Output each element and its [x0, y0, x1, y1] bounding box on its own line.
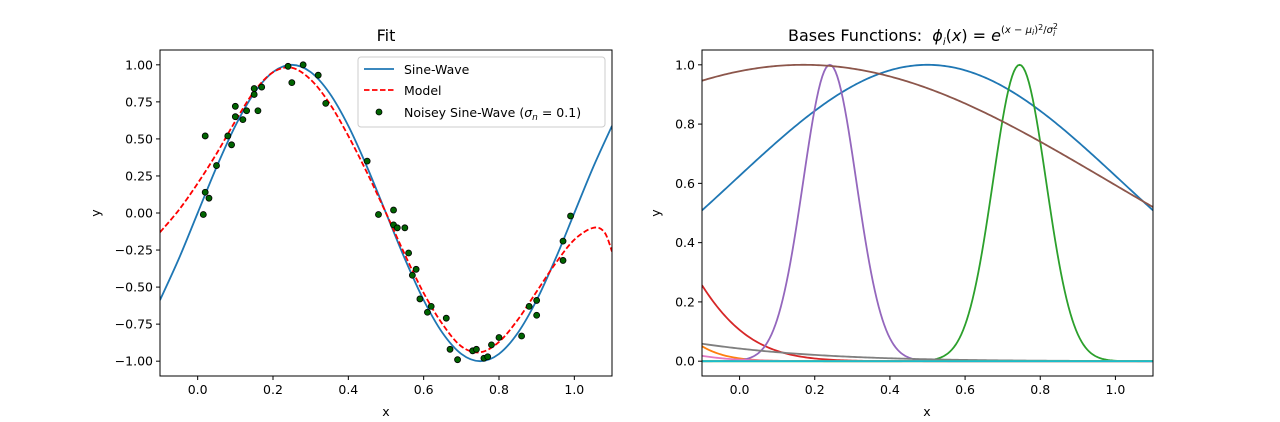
scatter-point	[408, 271, 416, 279]
legend-box	[357, 56, 606, 128]
scatter-point	[559, 237, 567, 245]
scatter-point	[533, 297, 541, 304]
y-axis-label: y	[88, 209, 103, 217]
plot-area	[702, 63, 1153, 363]
scatter-point	[424, 308, 431, 316]
scatter-point	[484, 353, 492, 361]
y-tick-label: 0.25	[125, 168, 153, 183]
y-tick-label: −1.00	[115, 354, 153, 369]
x-tick-label: 0.6	[414, 382, 434, 397]
x-tick-label: 0.2	[263, 382, 283, 397]
x-axis: 0.0 0.2 0.4 0.6 0.8 1.0	[188, 376, 584, 397]
plot-area	[160, 61, 612, 364]
x-tick-label: 0.6	[955, 382, 975, 397]
x-tick-label: 0.4	[880, 382, 900, 397]
basis-function-line-0	[702, 63, 1153, 212]
legend-label-sine: Sine-Wave	[404, 62, 470, 77]
y-tick-label: −0.50	[115, 280, 153, 295]
scatter-point	[254, 107, 262, 115]
scatter-point	[250, 91, 258, 98]
x-axis: 0.0 0.2 0.4 0.6 0.8 1.0	[730, 376, 1125, 397]
basis-function-line-5	[702, 63, 1153, 208]
y-tick-label: 0.8	[675, 117, 695, 132]
bases-functions-chart: Bases Functions: ϕi(x) = e(x − μi)2/σ2 i …	[648, 22, 1154, 419]
basis-function-line-4	[702, 63, 1153, 363]
x-tick-label: 0.4	[338, 382, 358, 397]
y-tick-label: −0.25	[115, 243, 153, 258]
scatter-point	[201, 188, 209, 196]
scatter-point	[224, 132, 232, 140]
y-tick-label: 0.2	[675, 294, 695, 309]
y-tick-label: 1.00	[125, 57, 153, 72]
chart-title: Bases Functions: ϕi(x) = e(x − μi)2/σ2 i	[788, 22, 1058, 48]
scatter-point	[231, 113, 239, 121]
scatter-point	[518, 332, 525, 340]
x-tick-label: 0.8	[489, 382, 509, 397]
scatter-point	[488, 341, 495, 349]
scatter-point	[393, 224, 401, 232]
y-tick-label: 0.50	[125, 131, 153, 146]
scatter-point	[201, 132, 209, 140]
axes-frame	[701, 49, 1154, 377]
scatter-point	[495, 334, 503, 341]
scatter-point	[231, 102, 239, 110]
legend-marker-noisy	[375, 108, 383, 116]
scatter-point	[284, 62, 292, 70]
basis-function-line-2	[702, 63, 1153, 363]
scatter-point	[427, 302, 435, 310]
scatter-point	[250, 85, 258, 92]
y-tick-label: 0.6	[675, 176, 695, 191]
scatter-point	[446, 345, 454, 353]
scatter-point	[363, 157, 371, 165]
x-tick-label: 0.0	[730, 382, 750, 397]
scatter-point	[299, 61, 307, 69]
scatter-point	[412, 265, 420, 273]
scatter-point	[239, 116, 247, 124]
scatter-point	[454, 356, 461, 364]
y-axis: −1.00 −0.75 −0.50 −0.25 0.00 0.25 0.50 0.75 1.00	[115, 57, 160, 369]
scatter-point	[525, 302, 533, 310]
scatter-point	[228, 141, 235, 149]
scatter-point	[472, 345, 480, 353]
legend-label-model: Model	[404, 83, 442, 98]
x-tick-label: 1.0	[564, 382, 584, 397]
scatter-point	[243, 107, 251, 115]
scatter-point	[375, 211, 382, 218]
y-axis: 0.0 0.2 0.4 0.6 0.8 1.0	[675, 57, 702, 369]
y-axis-label: y	[648, 209, 663, 217]
scatter-point	[322, 99, 330, 107]
scatter-point	[416, 295, 424, 303]
y-tick-label: 0.4	[675, 235, 695, 250]
x-tick-label: 0.2	[805, 382, 825, 397]
x-tick-label: 1.0	[1105, 382, 1125, 397]
scatter-point	[401, 224, 409, 232]
scatter-point	[567, 212, 574, 220]
x-tick-label: 0.8	[1030, 382, 1050, 397]
scatter-point	[288, 79, 296, 86]
y-tick-label: 1.0	[675, 57, 695, 72]
scatter-point	[258, 83, 266, 91]
y-tick-label: 0.00	[125, 206, 153, 221]
chart-title: Fit	[377, 26, 396, 45]
scatter-point	[559, 257, 567, 264]
scatter-point	[314, 71, 322, 79]
y-tick-label: −0.75	[115, 317, 153, 332]
fit-chart: Fit 0.0 0.2 0.4 0.6 0.8 1.0 −1.00 −0.75 −0.50 −0…	[88, 26, 613, 419]
y-tick-label: 0.75	[125, 94, 153, 109]
scatter-point	[405, 249, 413, 257]
scatter-point	[442, 314, 450, 322]
y-tick-label: 0.0	[675, 354, 695, 369]
scatter-point	[199, 211, 207, 218]
basis-function-line-3	[702, 284, 1153, 363]
x-axis-label: x	[382, 404, 389, 419]
scatter-point	[205, 194, 213, 202]
x-tick-label: 0.0	[188, 382, 208, 397]
legend: Sine-Wave Model Noisey Sine-Wave (σn = 0…	[357, 56, 606, 128]
x-axis-label: x	[923, 404, 930, 419]
scatter-point	[390, 206, 397, 214]
scatter-point	[533, 311, 541, 319]
scatter-point	[213, 162, 220, 169]
